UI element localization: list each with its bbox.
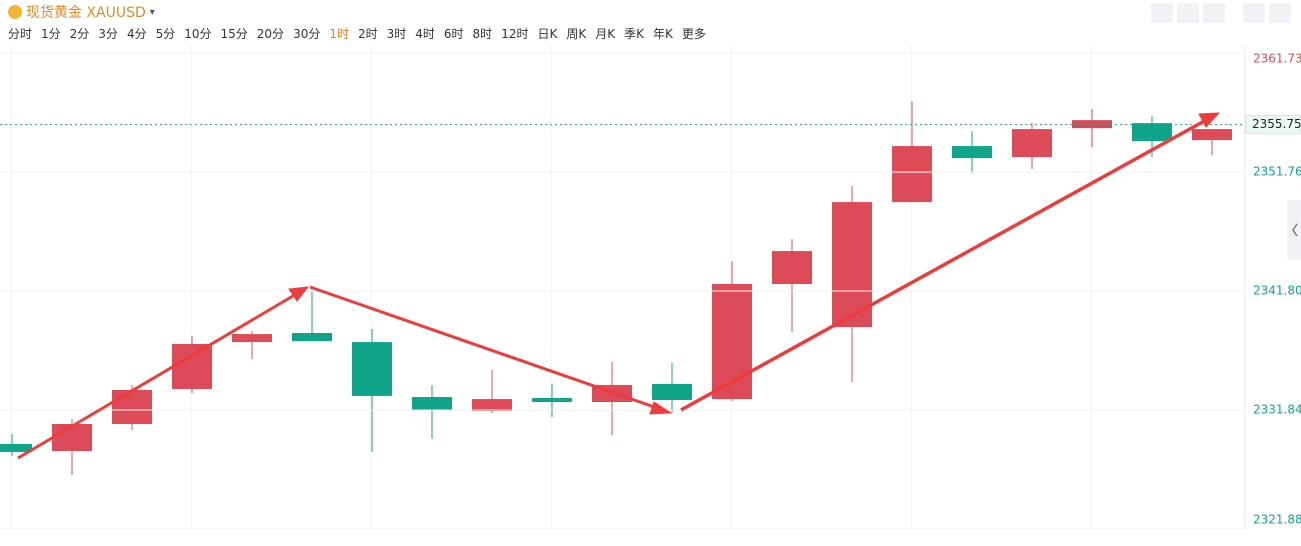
period-tab[interactable]: 10分 (184, 27, 212, 41)
period-tab[interactable]: 12时 (501, 27, 529, 41)
candle-body (472, 399, 512, 411)
indicator-button[interactable] (1151, 3, 1173, 23)
candle-body (232, 334, 272, 343)
period-tab[interactable]: 日K (537, 27, 558, 41)
period-tab[interactable]: 8时 (472, 27, 493, 41)
period-tab[interactable]: 季K (624, 27, 644, 41)
candle-body (0, 443, 32, 452)
candle-body (772, 251, 812, 285)
period-tab[interactable]: 3分 (98, 27, 118, 41)
period-tab[interactable]: 4分 (126, 27, 147, 41)
last-price-box (1245, 114, 1301, 134)
period-tab[interactable]: 15分 (220, 27, 248, 41)
side-tab[interactable] (1287, 200, 1301, 260)
y-tick-label: 2341.80 (1253, 284, 1301, 298)
candle-type-button[interactable] (1203, 3, 1225, 23)
arrow-line (17, 291, 299, 460)
period-bar: 分时 1分 2分 3分 4分 5分 10分 15分 20分 30分 1时 2时 3时 4时 6时 8时 12时日… (8, 25, 706, 42)
candle-body (532, 397, 572, 403)
candle-body (1192, 129, 1232, 141)
y-tick-label: 2361.73 (1253, 52, 1301, 66)
candles (0, 101, 1232, 476)
arrow-head (649, 401, 673, 415)
close-button[interactable] (1269, 3, 1291, 23)
period-tab[interactable]: 5分 (155, 27, 176, 41)
period-tab[interactable]: 年K (652, 27, 673, 41)
candle-body (892, 146, 932, 203)
period-tab[interactable]: 1分 (41, 27, 61, 41)
candle-body (652, 383, 692, 400)
candle-body (52, 424, 92, 452)
candle-body (292, 332, 332, 341)
candle-body (952, 146, 992, 159)
arrow-head (1198, 112, 1221, 128)
fullscreen-button[interactable] (1243, 3, 1265, 23)
candle-body (1012, 129, 1052, 158)
arrow-line (309, 285, 661, 411)
period-tab[interactable]: 月K (595, 27, 616, 41)
arrow-head (288, 286, 310, 302)
period-tab[interactable]: 2分 (69, 27, 90, 41)
y-tick-label: 2321.88 (1253, 513, 1301, 527)
y-tick-label: 2331.84 (1253, 403, 1301, 417)
period-tab[interactable]: 4时 (415, 27, 435, 41)
draw-button[interactable] (1177, 3, 1199, 23)
period-tab[interactable]: 周K (566, 27, 587, 41)
candle-body (412, 397, 452, 411)
period-tab[interactable]: 3时 (386, 27, 407, 41)
candle-body (1132, 123, 1172, 142)
period-tab[interactable]: 更多 (681, 27, 706, 41)
candle-body (352, 342, 392, 396)
tab[interactable] (1287, 200, 1301, 260)
gold-icon (8, 5, 22, 19)
period-tab[interactable]: 20分 (256, 27, 285, 41)
last-price-label: 2355.75 (1252, 117, 1301, 131)
vertical-grid (10, 46, 1092, 529)
candle-body (832, 202, 872, 328)
y-tick-label: 2351.76 (1253, 165, 1301, 179)
period-tab[interactable]: 分时 (8, 27, 33, 41)
period-tab[interactable]: 30分 (293, 27, 321, 41)
period-tab[interactable]: 2时 (357, 27, 378, 41)
candle-body (112, 389, 152, 425)
dropdown-caret[interactable]: ▾ (149, 6, 155, 18)
period-tab[interactable]: 6时 (443, 27, 464, 41)
trend-arrows (17, 112, 1221, 460)
tab-chevron (1292, 223, 1298, 237)
candle-body (172, 343, 212, 390)
period-tab[interactable]: 1时 (329, 27, 349, 41)
arrow-line (680, 117, 1209, 412)
symbol[interactable]: 现货黄金 XAUUSD (26, 5, 146, 21)
toolbar-icons (1151, 3, 1291, 23)
symbol-header[interactable]: 现货黄金 XAUUSD ▾ (8, 2, 155, 22)
